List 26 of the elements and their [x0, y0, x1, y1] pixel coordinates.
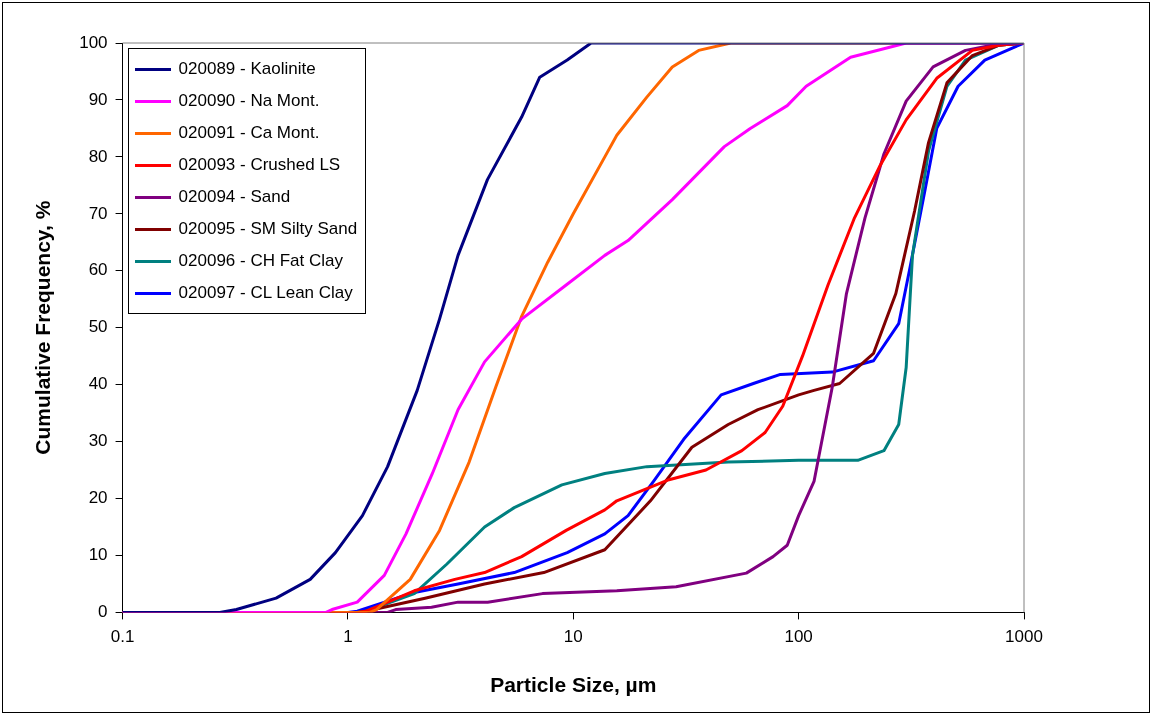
legend-label: 020090 - Na Mont. — [178, 91, 320, 111]
y-tick-label: 10 — [88, 545, 108, 565]
y-tick-label: 40 — [88, 374, 108, 394]
legend-label: 020093 - Crushed LS — [178, 155, 341, 175]
y-tick-label: 20 — [88, 488, 108, 508]
legend-label: 020094 - Sand — [178, 187, 291, 207]
y-tick-label: 60 — [88, 260, 108, 280]
y-tick-label: 90 — [88, 89, 108, 109]
x-axis-title: Particle Size, µm — [490, 673, 657, 697]
x-tick-label: 100 — [784, 627, 813, 647]
y-tick-label: 80 — [88, 146, 108, 166]
legend-label: 020095 - SM Silty Sand — [178, 219, 358, 239]
y-tick-label: 50 — [88, 317, 108, 337]
legend-label: 020096 - CH Fat Clay — [178, 251, 343, 271]
y-tick-label: 100 — [79, 32, 108, 52]
x-tick-label: 1 — [343, 627, 353, 647]
x-tick-label: 10 — [563, 627, 583, 647]
y-axis-title: Cumulative Frequency, % — [31, 200, 55, 455]
y-tick-label: 70 — [88, 203, 108, 223]
legend-label: 020097 - CL Lean Clay — [178, 283, 353, 303]
y-tick-label: 0 — [98, 602, 108, 622]
legend-label: 020089 - Kaolinite — [178, 59, 316, 79]
y-tick-label: 30 — [88, 431, 108, 451]
x-tick-label: 0.1 — [110, 627, 135, 647]
legend-label: 020091 - Ca Mont. — [178, 123, 320, 143]
x-tick-label: 1000 — [1005, 627, 1043, 647]
